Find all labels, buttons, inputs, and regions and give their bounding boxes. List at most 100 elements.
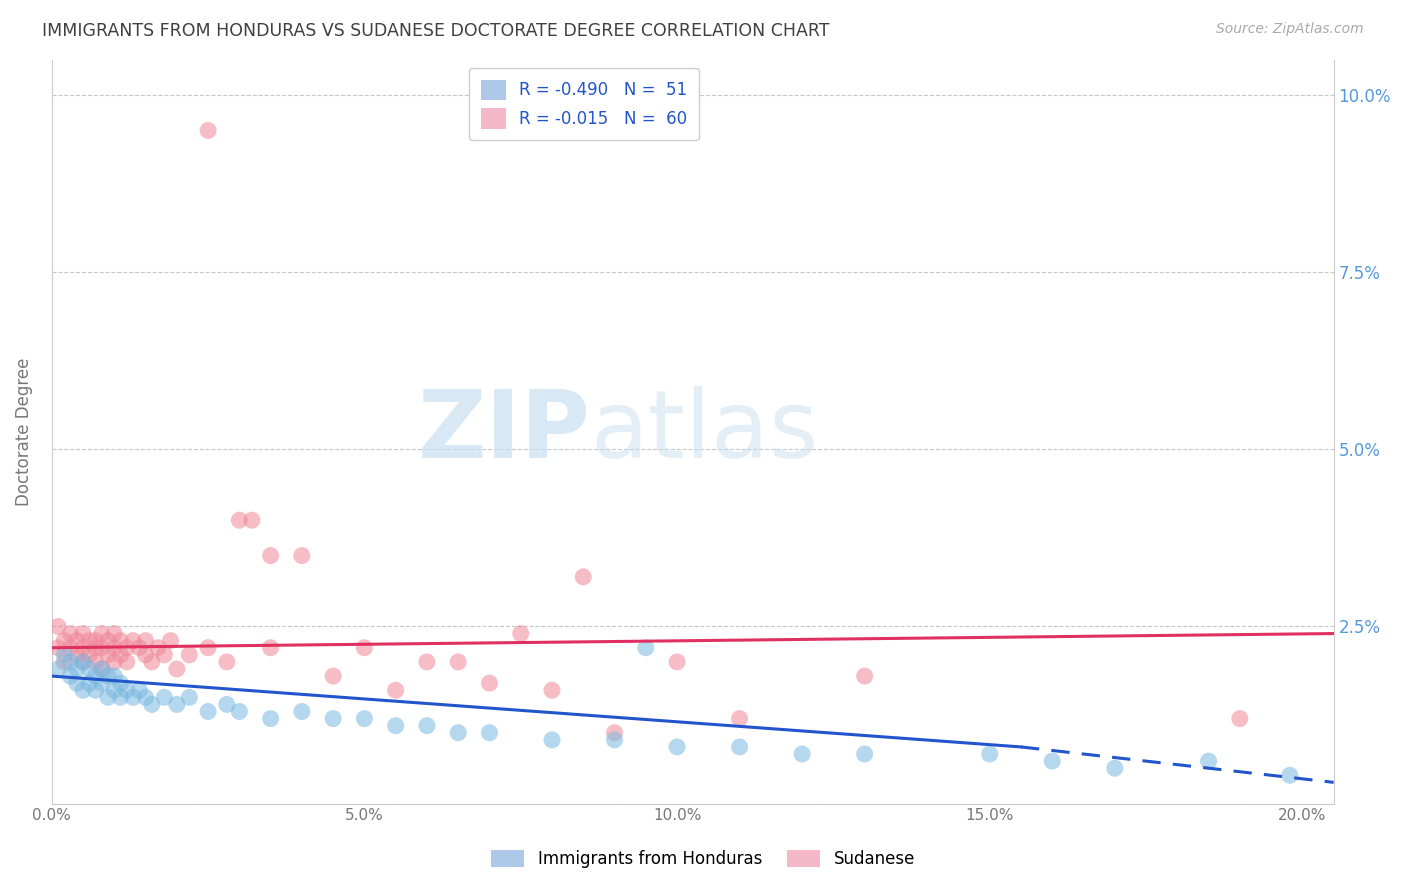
Point — [478, 725, 501, 739]
Point — [141, 655, 163, 669]
Point — [1198, 754, 1220, 768]
Point — [97, 633, 120, 648]
Point — [72, 655, 94, 669]
Point — [77, 676, 100, 690]
Point — [135, 690, 157, 705]
Point — [53, 655, 76, 669]
Point — [353, 712, 375, 726]
Point — [59, 640, 82, 655]
Point — [166, 698, 188, 712]
Point — [153, 648, 176, 662]
Point — [1229, 712, 1251, 726]
Point — [291, 549, 314, 563]
Point — [979, 747, 1001, 761]
Point — [135, 648, 157, 662]
Point — [853, 747, 876, 761]
Point — [179, 690, 201, 705]
Point — [110, 690, 132, 705]
Point — [384, 683, 406, 698]
Point — [72, 640, 94, 655]
Point — [77, 662, 100, 676]
Point — [215, 655, 238, 669]
Point — [259, 640, 281, 655]
Point — [72, 655, 94, 669]
Point — [416, 655, 439, 669]
Point — [90, 662, 112, 676]
Point — [153, 690, 176, 705]
Point — [90, 662, 112, 676]
Point — [110, 633, 132, 648]
Point — [509, 626, 531, 640]
Point — [1104, 761, 1126, 775]
Point — [603, 725, 626, 739]
Point — [110, 676, 132, 690]
Point — [135, 633, 157, 648]
Point — [179, 648, 201, 662]
Point — [728, 712, 751, 726]
Point — [115, 655, 138, 669]
Point — [1278, 768, 1301, 782]
Point — [46, 640, 69, 655]
Point — [353, 640, 375, 655]
Point — [72, 683, 94, 698]
Point — [159, 633, 181, 648]
Point — [66, 633, 89, 648]
Point — [634, 640, 657, 655]
Point — [259, 549, 281, 563]
Text: Source: ZipAtlas.com: Source: ZipAtlas.com — [1216, 22, 1364, 37]
Point — [90, 640, 112, 655]
Point — [603, 732, 626, 747]
Point — [122, 690, 145, 705]
Point — [84, 669, 107, 683]
Point — [53, 648, 76, 662]
Point — [122, 633, 145, 648]
Point — [666, 655, 689, 669]
Point — [228, 513, 250, 527]
Point — [1040, 754, 1063, 768]
Point — [59, 626, 82, 640]
Point — [84, 683, 107, 698]
Legend: R = -0.490   N =  51, R = -0.015   N =  60: R = -0.490 N = 51, R = -0.015 N = 60 — [468, 68, 699, 140]
Point — [853, 669, 876, 683]
Point — [46, 619, 69, 633]
Point — [84, 633, 107, 648]
Point — [215, 698, 238, 712]
Point — [291, 705, 314, 719]
Point — [53, 633, 76, 648]
Point — [97, 648, 120, 662]
Point — [90, 626, 112, 640]
Text: atlas: atlas — [591, 385, 818, 477]
Point — [447, 725, 470, 739]
Point — [240, 513, 263, 527]
Point — [728, 739, 751, 754]
Point — [197, 640, 219, 655]
Point — [792, 747, 814, 761]
Point — [90, 676, 112, 690]
Point — [384, 719, 406, 733]
Point — [77, 633, 100, 648]
Point — [46, 662, 69, 676]
Y-axis label: Doctorate Degree: Doctorate Degree — [15, 358, 32, 506]
Text: IMMIGRANTS FROM HONDURAS VS SUDANESE DOCTORATE DEGREE CORRELATION CHART: IMMIGRANTS FROM HONDURAS VS SUDANESE DOC… — [42, 22, 830, 40]
Point — [103, 640, 125, 655]
Point — [115, 683, 138, 698]
Point — [103, 683, 125, 698]
Point — [146, 640, 169, 655]
Point — [103, 626, 125, 640]
Point — [59, 655, 82, 669]
Point — [416, 719, 439, 733]
Point — [478, 676, 501, 690]
Text: ZIP: ZIP — [418, 385, 591, 477]
Point — [141, 698, 163, 712]
Point — [84, 640, 107, 655]
Point — [97, 669, 120, 683]
Point — [59, 669, 82, 683]
Point — [128, 683, 150, 698]
Point — [103, 669, 125, 683]
Point — [666, 739, 689, 754]
Point — [84, 655, 107, 669]
Point — [447, 655, 470, 669]
Point — [541, 732, 564, 747]
Point — [322, 712, 344, 726]
Point — [166, 662, 188, 676]
